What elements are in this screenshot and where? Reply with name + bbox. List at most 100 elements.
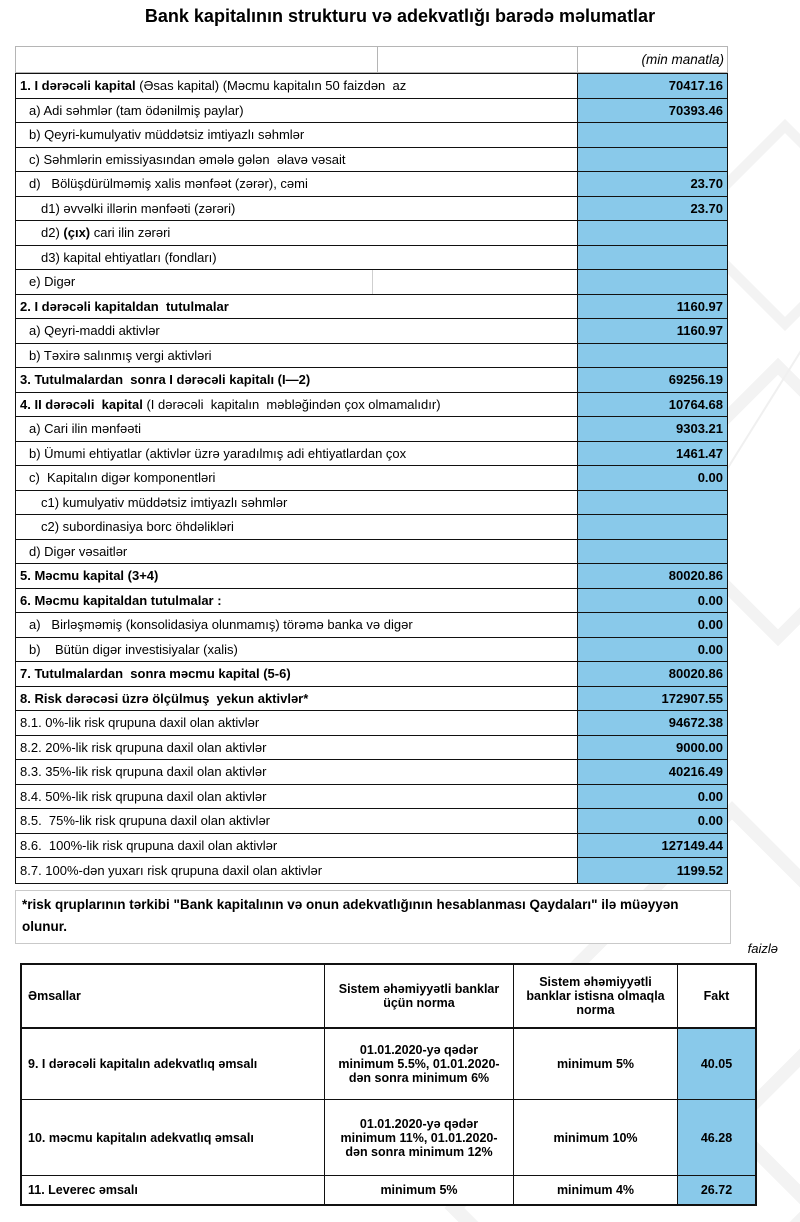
header-empty-cell <box>16 47 378 72</box>
capital-table-header: (min manatla) <box>15 46 728 73</box>
capital-row-label-text: a) Cari ilin mənfəəti <box>29 421 141 437</box>
capital-row-label: d2) (çıx) cari ilin zərəri <box>16 221 577 245</box>
capital-row-label-text: (I dərəcəli kapitalın məbləğindən çox ol… <box>142 396 441 412</box>
ratio-row-label: 11. Leverec əmsalı <box>22 1176 325 1204</box>
column-divider <box>372 270 373 294</box>
capital-row-value <box>577 539 727 563</box>
capital-table-row: 3. Tutulmalardan sonra I dərəcəli kapita… <box>16 368 727 393</box>
capital-row-label-text: c2) subordinasiya borc öhdəlikləri <box>41 519 234 535</box>
capital-row-value <box>577 123 727 147</box>
capital-row-label: 8.1. 0%-lik risk qrupuna daxil olan akti… <box>16 711 577 735</box>
ratio-row-fakt: 40.05 <box>678 1029 755 1099</box>
capital-row-label-text: 3. Tutulmalardan sonra I dərəcəli kapita… <box>20 372 311 388</box>
capital-row-label-text: cari ilin zərəri <box>90 225 171 241</box>
capital-table-row: a) Birləşməmiş (konsolidasiya olunmamış)… <box>16 613 727 638</box>
capital-row-label: 8.4. 50%-lik risk qrupuna daxil olan akt… <box>16 784 577 808</box>
capital-row-value: 40216.49 <box>577 760 727 784</box>
capital-table-row: 8.7. 100%-dən yuxarı risk qrupuna daxil … <box>16 858 727 883</box>
capital-table-row: d) Digər vəsaitlər <box>16 539 727 564</box>
capital-row-label: b) Bütün digər investisiyalar (xalis) <box>16 637 577 661</box>
capital-row-label: 8.5. 75%-lik risk qrupuna daxil olan akt… <box>16 809 577 833</box>
capital-table-row: a) Qeyri-maddi aktivlər 1160.97 <box>16 319 727 344</box>
capital-table-row: 8.3. 35%-lik risk qrupuna daxil olan akt… <box>16 760 727 785</box>
capital-row-value: 0.00 <box>577 466 727 490</box>
capital-row-value: 10764.68 <box>577 392 727 416</box>
ratio-table-row: 9. I dərəcəli kapitalın adekvatlıq əmsal… <box>22 1029 755 1100</box>
capital-row-value: 127149.44 <box>577 833 727 857</box>
capital-row-label-text: c) Kapitalın digər komponentləri <box>29 470 216 486</box>
capital-table-row: c) Kapitalın digər komponentləri 0.00 <box>16 466 727 491</box>
capital-row-value: 9000.00 <box>577 735 727 759</box>
capital-row-value: 70417.16 <box>577 74 727 98</box>
capital-table-row: d1) əvvəlki illərin mənfəəti (zərəri) 23.… <box>16 196 727 221</box>
capital-row-label-text: 8.5. 75%-lik risk qrupuna daxil olan akt… <box>20 813 271 829</box>
capital-row-label-text: 8.6. 100%-lik risk qrupuna daxil olan ak… <box>20 837 278 853</box>
capital-table-row: 8.6. 100%-lik risk qrupuna daxil olan ak… <box>16 833 727 858</box>
capital-row-label: 1. I dərəcəli kapital (Əsas kapital) (Mə… <box>16 74 577 98</box>
capital-table-row: 1. I dərəcəli kapital (Əsas kapital) (Mə… <box>16 74 727 99</box>
capital-row-value: 1199.52 <box>577 858 727 883</box>
ratio-header-cell: Sistem əhəmiyyətli banklar üçün norma <box>325 965 514 1027</box>
capital-row-label: 8. Risk dərəcəsi üzrə ölçülmuş yekun akt… <box>16 686 577 710</box>
capital-row-value <box>577 221 727 245</box>
ratio-row-norma-istisna: minimum 10% <box>514 1100 678 1175</box>
capital-row-label-text: d1) əvvəlki illərin mənfəəti (zərəri) <box>41 200 236 216</box>
capital-row-label-text: (çıx) <box>63 225 91 241</box>
capital-row-label-text: 8.2. 20%-lik risk qrupuna daxil olan akt… <box>20 739 267 755</box>
capital-row-label-text: 8.3. 35%-lik risk qrupuna daxil olan akt… <box>20 764 267 780</box>
capital-row-label-text: c1) kumulyativ müddətsiz imtiyazlı səhml… <box>41 494 288 510</box>
capital-row-label-text: 8.4. 50%-lik risk qrupuna daxil olan akt… <box>20 788 267 804</box>
capital-row-label-text: a) Birləşməmiş (konsolidasiya olunmamış)… <box>29 617 413 633</box>
capital-row-label-text: 5. Məcmu kapital (3+4) <box>20 568 159 584</box>
capital-row-value: 94672.38 <box>577 711 727 735</box>
capital-row-value: 0.00 <box>577 637 727 661</box>
capital-row-label: b) Ümumi ehtiyatlar (aktivlər üzrə yarad… <box>16 441 577 465</box>
capital-row-value <box>577 270 727 294</box>
capital-row-value <box>577 490 727 514</box>
capital-row-value <box>577 147 727 171</box>
capital-row-label: b) Qeyri-kumulyativ müddətsiz imtiyazlı … <box>16 123 577 147</box>
ratio-row-norma-sistem: 01.01.2020-yə qədər minimum 5.5%, 01.01.… <box>325 1029 514 1099</box>
ratio-row-fakt: 46.28 <box>678 1100 755 1175</box>
capital-row-value: 69256.19 <box>577 368 727 392</box>
capital-row-label-text: 7. Tutulmalardan sonra məcmu kapital (5-… <box>20 666 291 682</box>
capital-table-row: 5. Məcmu kapital (3+4) 80020.86 <box>16 564 727 589</box>
capital-row-label: 3. Tutulmalardan sonra I dərəcəli kapita… <box>16 368 577 392</box>
capital-table-row: b) Bütün digər investisiyalar (xalis) 0.0… <box>16 637 727 662</box>
capital-row-label: d) Digər vəsaitlər <box>16 539 577 563</box>
ratio-unit-note: faizlə <box>747 941 778 956</box>
capital-row-label: 8.7. 100%-dən yuxarı risk qrupuna daxil … <box>16 858 577 883</box>
capital-table-row: b) Qeyri-kumulyativ müddətsiz imtiyazlı … <box>16 123 727 148</box>
capital-row-label: a) Qeyri-maddi aktivlər <box>16 319 577 343</box>
capital-row-label: 8.6. 100%-lik risk qrupuna daxil olan ak… <box>16 833 577 857</box>
page-title: Bank kapitalının strukturu və adekvatlığ… <box>144 6 656 26</box>
capital-row-label-text: b) Ümumi ehtiyatlar (aktivlər üzrə yarad… <box>29 445 407 461</box>
capital-row-label-text: 2. I dərəcəli kapitaldan tutulmalar <box>20 298 229 314</box>
unit-note: (min manatla) <box>641 52 724 67</box>
capital-table-body: 1. I dərəcəli kapital (Əsas kapital) (Mə… <box>15 73 728 884</box>
footnote: *risk qruplarının tərkibi "Bank kapitalı… <box>15 890 731 944</box>
capital-row-label: d) Bölüşdürülməmiş xalis mənfəət (zərər)… <box>16 172 577 196</box>
capital-row-label: c1) kumulyativ müddətsiz imtiyazlı səhml… <box>16 490 577 514</box>
capital-table-row: d3) kapital ehtiyatları (fondları) <box>16 245 727 270</box>
capital-row-value: 80020.86 <box>577 564 727 588</box>
capital-row-label-text: e) Digər <box>29 274 76 290</box>
ratio-row-label: 9. I dərəcəli kapitalın adekvatlıq əmsal… <box>22 1029 325 1099</box>
capital-row-value: 70393.46 <box>577 98 727 122</box>
capital-row-value: 9303.21 <box>577 417 727 441</box>
capital-row-value: 0.00 <box>577 809 727 833</box>
capital-row-label-text: 8.7. 100%-dən yuxarı risk qrupuna daxil … <box>20 862 323 878</box>
capital-row-value: 23.70 <box>577 196 727 220</box>
capital-table-row: 6. Məcmu kapitaldan tutulmalar : 0.00 <box>16 588 727 613</box>
ratio-row-norma-istisna: minimum 5% <box>514 1029 678 1099</box>
capital-row-label: 6. Məcmu kapitaldan tutulmalar : <box>16 588 577 612</box>
capital-row-label-text: 1. I dərəcəli kapital <box>20 78 136 94</box>
capital-table-row: e) Digər <box>16 270 727 295</box>
capital-table-row: 2. I dərəcəli kapitaldan tutulmalar 1160.… <box>16 294 727 319</box>
capital-row-label-text: c) Səhmlərin emissiyasından əmələ gələn … <box>29 151 346 167</box>
capital-table-row: 8.2. 20%-lik risk qrupuna daxil olan akt… <box>16 735 727 760</box>
capital-table-row: 7. Tutulmalardan sonra məcmu kapital (5-… <box>16 662 727 687</box>
capital-row-label-text: d) Digər vəsaitlər <box>29 543 128 559</box>
capital-table-row: c2) subordinasiya borc öhdəlikləri <box>16 515 727 540</box>
